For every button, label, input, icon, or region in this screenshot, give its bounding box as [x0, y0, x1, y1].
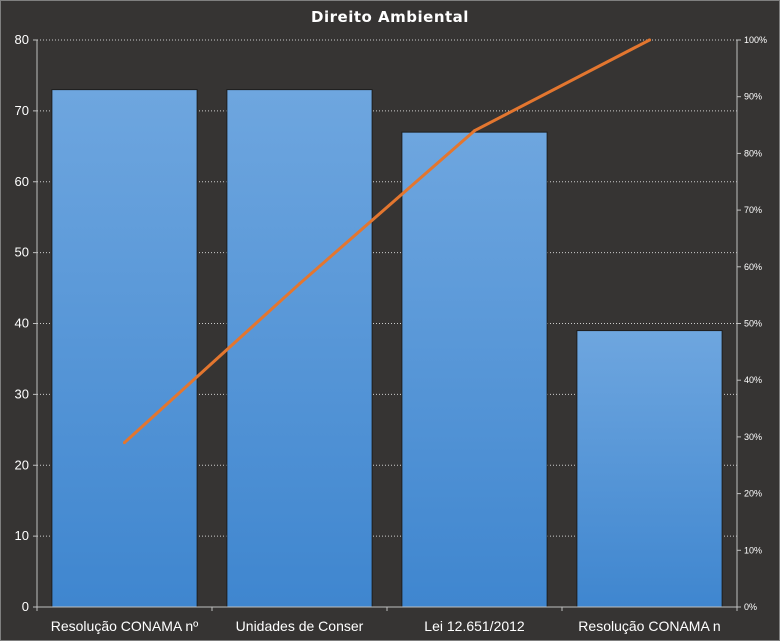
- bar: [576, 330, 723, 608]
- y2-tick-label: 10%: [744, 545, 762, 555]
- y2-tick-label: 70%: [744, 205, 762, 215]
- y-tick-label: 20: [15, 457, 29, 472]
- line-point: [648, 38, 651, 42]
- y-tick-label: 40: [15, 316, 29, 331]
- chart-title: Direito Ambiental: [311, 8, 469, 26]
- y-tick-label: 60: [15, 174, 29, 189]
- bar: [401, 131, 548, 608]
- y2-tick-label: 80%: [744, 148, 762, 158]
- axes: [33, 39, 741, 611]
- x-tick-label: Lei 12.651/2012: [424, 618, 525, 634]
- y-tick-label: 50: [15, 245, 29, 260]
- bar: [51, 89, 198, 608]
- x-tick-label: Resolução CONAMA n: [578, 618, 720, 634]
- cumulative-line: [123, 38, 651, 445]
- cumulative-line-path: [123, 38, 651, 445]
- y2-tick-label: 100%: [744, 35, 767, 45]
- y2-tick-label: 50%: [744, 319, 762, 329]
- y-tick-label: 70: [15, 103, 29, 118]
- line-point: [473, 129, 476, 133]
- y-tick-label: 80: [15, 32, 29, 47]
- tick-labels: 0 10 20 30 40 50 60 70 80 0% 10% 20% 30% 40% 50% 60% 70%…: [15, 32, 768, 634]
- y2-tick-label: 40%: [744, 375, 762, 385]
- line-point: [123, 441, 126, 445]
- y-tick-label: 0: [22, 599, 29, 614]
- y2-tick-label: 20%: [744, 489, 762, 499]
- line-point: [298, 282, 301, 286]
- y2-tick-label: 90%: [744, 92, 762, 102]
- y2-tick-label: 60%: [744, 262, 762, 272]
- y2-tick-label: 30%: [744, 432, 762, 442]
- x-tick-label: Unidades de Conser: [236, 618, 364, 634]
- bars: [51, 89, 723, 608]
- bar: [226, 89, 373, 608]
- y-tick-label: 30: [15, 386, 29, 401]
- y-tick-label: 10: [15, 528, 29, 543]
- x-tick-label: Resolução CONAMA nº: [51, 618, 199, 634]
- y2-tick-label: 0%: [744, 602, 757, 612]
